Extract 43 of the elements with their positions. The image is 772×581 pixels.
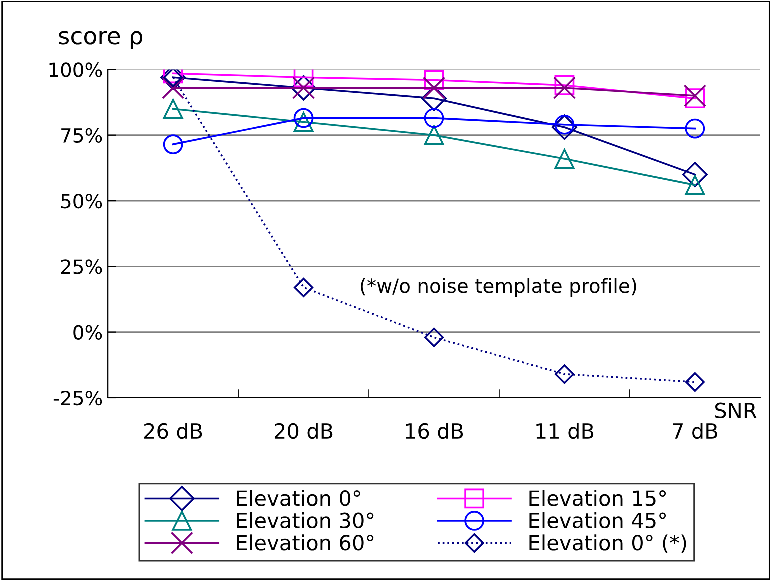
x-tick-label: 16 dB [406,422,464,440]
legend-label: Elevation 15° [530,490,666,506]
x-tick-label: 11 dB [536,422,594,440]
x-tick-label: 26 dB [144,422,202,440]
x-tick-label: 7 dB [673,422,718,440]
point [422,76,446,100]
point [682,162,708,188]
point [424,108,444,128]
legend-label: Elevation 0° [237,490,360,506]
point [294,108,314,128]
point [552,114,578,140]
point [294,278,314,298]
point [554,149,575,169]
point [685,175,706,196]
point [554,364,574,384]
y-tick-label: 50% [62,194,102,209]
x-tick-label: 20 dB [274,422,333,440]
point [294,112,314,132]
point [424,125,444,146]
point [422,86,447,112]
legend-label: Elevation 0° (*) [530,534,686,554]
annotation: (*w/o noise template profile) [361,278,636,298]
legend-label: Elevation 30° [237,512,374,529]
point [163,99,184,120]
y-axis-title: score ρ [59,31,143,50]
y-tick-label: 0% [74,325,102,340]
point [685,118,706,139]
legend-label: Elevation 60° [237,534,374,551]
point [163,134,184,154]
legend-label: Elevation 45° [530,512,666,529]
y-tick-label: 25% [61,260,102,274]
point [424,328,444,348]
point [554,76,575,96]
y-tick-label: 75% [62,128,102,144]
point [162,76,185,100]
point [553,76,576,100]
point [685,88,706,109]
point [685,372,705,392]
y-tick-label: -25% [54,390,102,406]
x-axis-title: SNR [715,402,757,419]
y-tick-label: 100% [50,62,102,78]
point [424,70,444,90]
point [684,84,707,108]
